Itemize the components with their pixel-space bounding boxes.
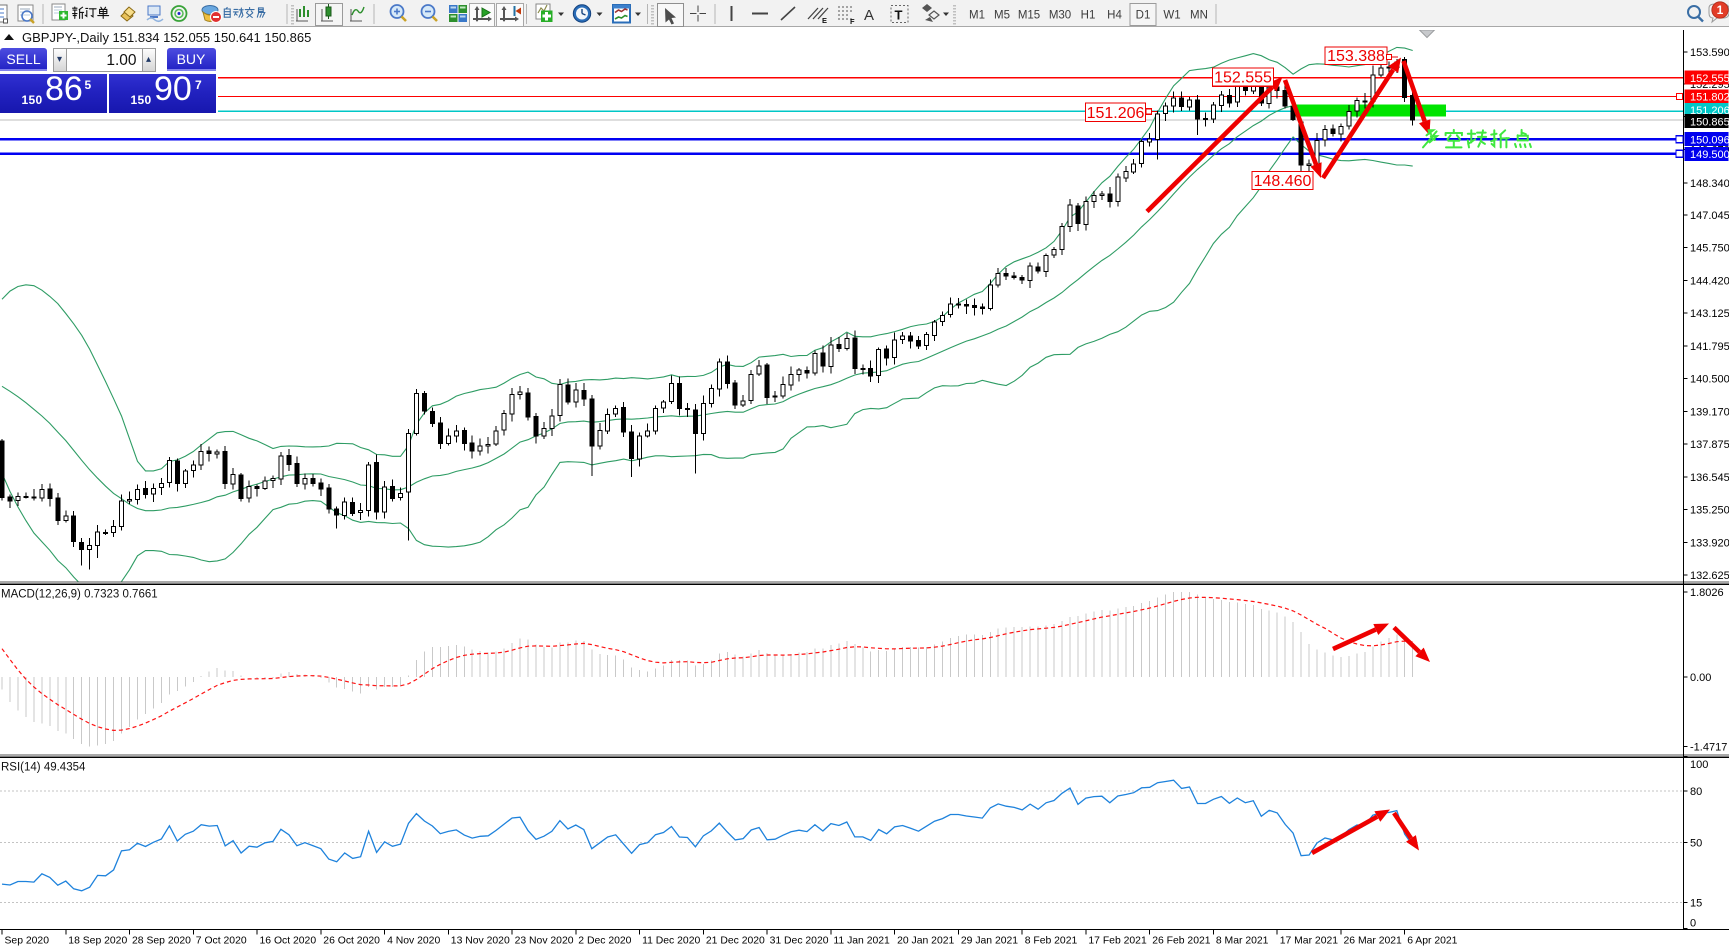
svg-text:M15: M15 bbox=[1018, 10, 1040, 22]
svg-text:29 Jan 2021: 29 Jan 2021 bbox=[961, 936, 1018, 947]
svg-text:20 Jan 2021: 20 Jan 2021 bbox=[897, 936, 954, 947]
svg-text:H1: H1 bbox=[1081, 10, 1096, 22]
svg-text:140.500: 140.500 bbox=[1690, 374, 1729, 386]
svg-text:H4: H4 bbox=[1107, 10, 1122, 22]
svg-text:17 Feb 2021: 17 Feb 2021 bbox=[1088, 936, 1147, 947]
svg-text:RSI(14) 49.4354: RSI(14) 49.4354 bbox=[1, 762, 86, 774]
svg-text:153.388: 153.388 bbox=[1327, 48, 1385, 65]
svg-text:152.555: 152.555 bbox=[1690, 73, 1729, 85]
svg-text:M5: M5 bbox=[994, 10, 1010, 22]
svg-text:-1.4717: -1.4717 bbox=[1690, 742, 1727, 754]
svg-text:8 Feb 2021: 8 Feb 2021 bbox=[1025, 936, 1078, 947]
svg-text:11 Dec 2020: 11 Dec 2020 bbox=[642, 936, 700, 947]
svg-text:0.00: 0.00 bbox=[1690, 672, 1711, 684]
svg-text:145.750: 145.750 bbox=[1690, 243, 1729, 255]
svg-text:MACD(12,26,9) 0.7323 0.7661: MACD(12,26,9) 0.7323 0.7661 bbox=[1, 589, 158, 601]
svg-text:F: F bbox=[850, 17, 855, 26]
svg-text:7 Oct 2020: 7 Oct 2020 bbox=[196, 936, 247, 947]
svg-text:28 Sep 2020: 28 Sep 2020 bbox=[132, 936, 191, 947]
svg-text:26 Oct 2020: 26 Oct 2020 bbox=[323, 936, 380, 947]
svg-text:137.875: 137.875 bbox=[1690, 439, 1729, 451]
svg-text:100: 100 bbox=[1690, 759, 1708, 771]
svg-text:M30: M30 bbox=[1049, 10, 1071, 22]
svg-text:W1: W1 bbox=[1163, 10, 1180, 22]
svg-text:Sep 2020: Sep 2020 bbox=[5, 936, 50, 947]
svg-text:16 Oct 2020: 16 Oct 2020 bbox=[260, 936, 317, 947]
svg-text:80: 80 bbox=[1690, 786, 1702, 798]
svg-text:1: 1 bbox=[1717, 3, 1724, 17]
svg-text:23 Nov 2020: 23 Nov 2020 bbox=[515, 936, 574, 947]
svg-text:8 Mar 2021: 8 Mar 2021 bbox=[1216, 936, 1269, 947]
svg-text:135.250: 135.250 bbox=[1690, 505, 1729, 517]
svg-text:151.206: 151.206 bbox=[1087, 105, 1145, 122]
svg-text:13 Nov 2020: 13 Nov 2020 bbox=[451, 936, 510, 947]
svg-text:T: T bbox=[895, 8, 903, 23]
svg-text:136.545: 136.545 bbox=[1690, 472, 1729, 484]
svg-text:0: 0 bbox=[1690, 918, 1696, 930]
svg-text:133.920: 133.920 bbox=[1690, 538, 1729, 550]
svg-text:E: E bbox=[822, 16, 827, 25]
svg-text:17 Mar 2021: 17 Mar 2021 bbox=[1280, 936, 1339, 947]
svg-text:147.045: 147.045 bbox=[1690, 210, 1729, 222]
svg-text:148.340: 148.340 bbox=[1690, 178, 1729, 190]
svg-text:26 Feb 2021: 26 Feb 2021 bbox=[1152, 936, 1211, 947]
svg-text:150.865: 150.865 bbox=[1690, 116, 1729, 128]
svg-text:50: 50 bbox=[1690, 837, 1702, 849]
svg-text:139.170: 139.170 bbox=[1690, 407, 1729, 419]
svg-text:D1: D1 bbox=[1136, 10, 1151, 22]
svg-text:152.555: 152.555 bbox=[1214, 70, 1272, 87]
svg-text:31 Dec 2020: 31 Dec 2020 bbox=[770, 936, 829, 947]
svg-text:M1: M1 bbox=[969, 10, 985, 22]
svg-text:GBPJPY-,Daily 151.834 152.055: GBPJPY-,Daily 151.834 152.055 150.641 15… bbox=[22, 30, 311, 45]
svg-text:A: A bbox=[864, 7, 874, 24]
svg-text:18 Sep 2020: 18 Sep 2020 bbox=[68, 936, 127, 947]
svg-text:144.420: 144.420 bbox=[1690, 276, 1729, 288]
svg-text:1.8026: 1.8026 bbox=[1690, 587, 1724, 599]
svg-text:148.460: 148.460 bbox=[1254, 173, 1312, 190]
svg-text:MN: MN bbox=[1190, 10, 1208, 22]
svg-text:11 Jan 2021: 11 Jan 2021 bbox=[833, 936, 890, 947]
svg-text:141.795: 141.795 bbox=[1690, 341, 1729, 353]
svg-text:132.625: 132.625 bbox=[1690, 570, 1729, 582]
svg-text:150.096: 150.096 bbox=[1690, 134, 1729, 146]
svg-text:149.500: 149.500 bbox=[1690, 149, 1729, 161]
svg-text:21 Dec 2020: 21 Dec 2020 bbox=[706, 936, 765, 947]
svg-text:153.590: 153.590 bbox=[1690, 47, 1729, 59]
svg-text:2 Dec 2020: 2 Dec 2020 bbox=[578, 936, 631, 947]
svg-text:143.125: 143.125 bbox=[1690, 308, 1729, 320]
svg-text:6 Apr 2021: 6 Apr 2021 bbox=[1407, 936, 1457, 947]
svg-text:4 Nov 2020: 4 Nov 2020 bbox=[387, 936, 440, 947]
svg-text:15: 15 bbox=[1690, 898, 1702, 910]
svg-text:26 Mar 2021: 26 Mar 2021 bbox=[1344, 936, 1403, 947]
svg-text:151.802: 151.802 bbox=[1690, 92, 1729, 104]
